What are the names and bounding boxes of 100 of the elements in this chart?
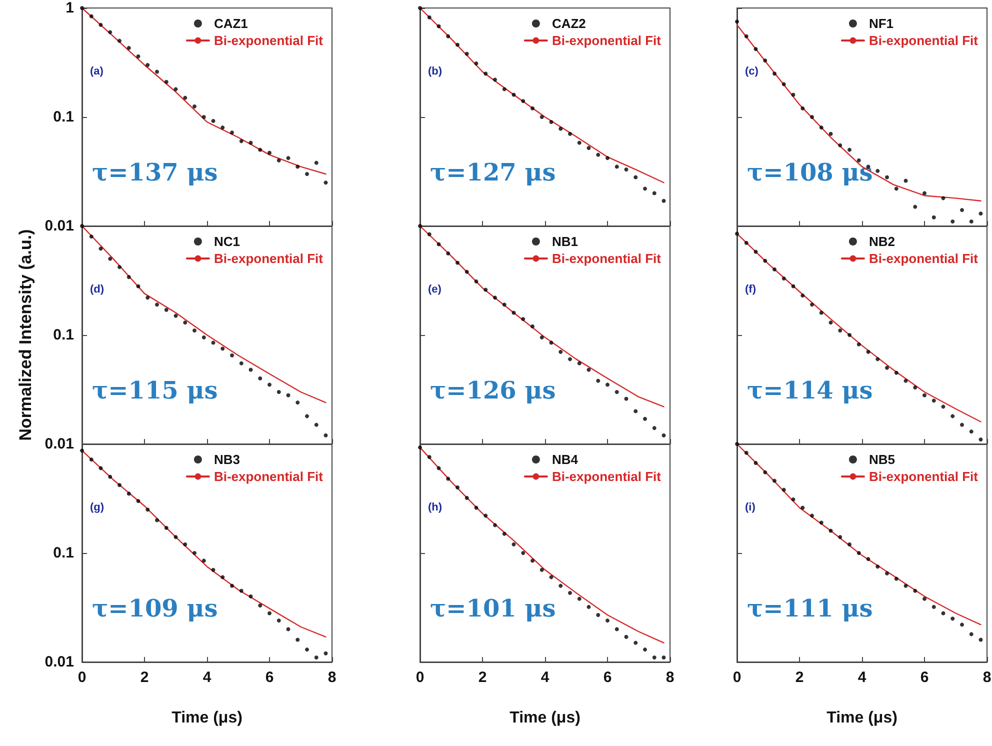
point bbox=[960, 622, 964, 627]
point bbox=[98, 466, 103, 470]
point bbox=[512, 92, 516, 97]
point bbox=[493, 78, 497, 82]
point bbox=[913, 385, 918, 390]
point bbox=[164, 80, 168, 84]
point bbox=[502, 532, 506, 536]
point bbox=[558, 350, 563, 354]
x-tick-label: 4 bbox=[540, 669, 550, 686]
point bbox=[577, 140, 582, 145]
point bbox=[941, 404, 946, 409]
point bbox=[978, 437, 983, 442]
point bbox=[848, 148, 852, 152]
point bbox=[643, 186, 647, 191]
point bbox=[268, 150, 272, 155]
x-tick-label: 2 bbox=[795, 669, 804, 686]
point bbox=[464, 52, 469, 56]
point bbox=[577, 361, 582, 366]
point bbox=[800, 294, 805, 298]
line-series bbox=[81, 450, 326, 638]
point bbox=[643, 648, 647, 652]
y-tick-label: 0.1 bbox=[53, 108, 74, 126]
point bbox=[848, 333, 852, 337]
legend-label: Bi-exponential Fit bbox=[552, 469, 662, 484]
point bbox=[239, 361, 244, 366]
point bbox=[606, 156, 610, 160]
point bbox=[164, 526, 168, 530]
point bbox=[894, 370, 898, 375]
point bbox=[258, 148, 262, 152]
point bbox=[268, 382, 272, 387]
point bbox=[763, 258, 768, 263]
x-tick-label: 8 bbox=[328, 669, 336, 686]
point bbox=[624, 167, 628, 172]
point bbox=[436, 466, 441, 470]
point bbox=[314, 160, 318, 165]
point bbox=[586, 604, 591, 609]
point bbox=[596, 152, 600, 157]
point bbox=[614, 390, 619, 394]
point bbox=[549, 340, 554, 345]
point bbox=[512, 310, 516, 315]
point bbox=[136, 284, 140, 288]
point bbox=[549, 120, 554, 124]
point bbox=[211, 340, 216, 345]
point bbox=[735, 20, 739, 24]
point bbox=[126, 492, 131, 496]
point bbox=[606, 382, 610, 387]
legend-label: Bi-exponential Fit bbox=[552, 33, 662, 48]
point bbox=[230, 130, 234, 135]
point bbox=[782, 488, 786, 492]
annotation: τ=108 μs bbox=[747, 158, 873, 186]
point bbox=[530, 324, 534, 328]
point bbox=[183, 542, 188, 546]
point bbox=[969, 632, 974, 636]
point bbox=[530, 558, 534, 563]
point bbox=[286, 156, 290, 160]
point bbox=[512, 542, 516, 546]
point bbox=[652, 426, 656, 430]
point bbox=[624, 634, 628, 639]
point bbox=[258, 376, 262, 380]
point bbox=[586, 368, 591, 372]
line-series bbox=[81, 225, 326, 404]
x-axis-title: Time (μs) bbox=[826, 710, 898, 726]
point bbox=[782, 82, 786, 86]
point bbox=[922, 191, 926, 196]
point bbox=[521, 317, 526, 322]
point bbox=[296, 638, 300, 642]
point bbox=[456, 42, 460, 47]
point bbox=[305, 414, 309, 418]
x-tick-label: 6 bbox=[603, 669, 612, 686]
point bbox=[828, 320, 833, 325]
point bbox=[662, 655, 666, 660]
point bbox=[568, 357, 572, 362]
point bbox=[80, 448, 84, 453]
point bbox=[296, 164, 300, 169]
point bbox=[904, 584, 908, 588]
point bbox=[586, 146, 591, 150]
point bbox=[314, 422, 318, 427]
point bbox=[577, 596, 582, 601]
annotation: τ=109 μs bbox=[92, 594, 218, 622]
annotation: (d) bbox=[90, 284, 104, 296]
point bbox=[568, 590, 572, 595]
point bbox=[484, 288, 488, 292]
point bbox=[894, 576, 898, 581]
annotation: τ=101 μs bbox=[430, 594, 556, 622]
y-tick-label: 1 bbox=[66, 0, 74, 16]
point bbox=[80, 224, 84, 228]
point bbox=[80, 6, 84, 10]
point bbox=[876, 357, 880, 362]
point bbox=[913, 204, 918, 209]
point bbox=[800, 506, 805, 510]
point bbox=[446, 34, 450, 38]
point bbox=[118, 483, 122, 488]
point bbox=[305, 172, 309, 176]
x-tick-label: 6 bbox=[920, 669, 929, 686]
point bbox=[744, 34, 748, 38]
point bbox=[98, 246, 103, 251]
point bbox=[643, 416, 647, 421]
point bbox=[89, 14, 94, 18]
point bbox=[885, 571, 889, 576]
point bbox=[932, 215, 936, 220]
